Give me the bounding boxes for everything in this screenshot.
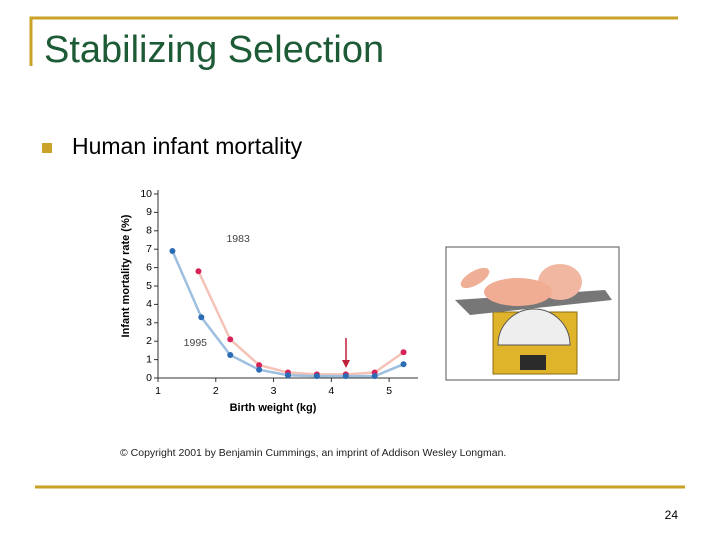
- y-tick-label: 4: [146, 298, 152, 310]
- data-point: [313, 373, 320, 380]
- x-tick-label: 3: [271, 385, 277, 397]
- slide-title: Stabilizing Selection: [44, 29, 384, 71]
- series-line: [197, 270, 405, 376]
- y-tick-label: 6: [146, 261, 152, 273]
- series-label: 1983: [226, 233, 250, 245]
- data-point: [256, 362, 263, 369]
- x-tick-label: 1: [155, 385, 161, 397]
- y-tick-label: 0: [146, 372, 152, 384]
- y-tick-label: 5: [146, 280, 152, 292]
- y-tick-label: 7: [146, 243, 152, 255]
- data-point: [371, 373, 378, 380]
- top-rule: [29, 16, 678, 66]
- data-point: [400, 361, 407, 368]
- y-tick-label: 8: [146, 225, 152, 237]
- x-tick-label: 5: [386, 385, 392, 397]
- y-tick-label: 3: [146, 317, 152, 329]
- series-line: [171, 250, 405, 378]
- page-number: 24: [665, 508, 679, 522]
- bullet-text: Human infant mortality: [72, 133, 303, 159]
- y-tick-label: 9: [146, 206, 152, 218]
- data-point: [195, 268, 202, 275]
- data-point: [400, 349, 407, 356]
- data-point: [169, 248, 176, 255]
- x-axis-label: Birth weight (kg): [230, 402, 317, 414]
- data-point: [227, 336, 234, 343]
- data-point: [256, 366, 263, 373]
- data-point: [285, 372, 291, 379]
- data-point: [198, 314, 205, 321]
- copyright: © Copyright 2001 by Benjamin Cummings, a…: [120, 447, 506, 459]
- bullet-marker: [42, 143, 52, 153]
- y-tick-label: 2: [146, 335, 152, 347]
- y-tick-label: 10: [140, 188, 152, 200]
- data-point: [227, 352, 234, 358]
- data-point: [342, 373, 349, 380]
- x-tick-label: 4: [328, 385, 334, 397]
- arrow-head: [342, 360, 350, 368]
- x-tick-label: 2: [213, 385, 219, 397]
- illustration: [445, 246, 620, 381]
- series-label: 1995: [184, 337, 208, 349]
- y-axis-label: Infant mortality rate (%): [120, 214, 132, 337]
- y-tick-label: 1: [146, 353, 152, 365]
